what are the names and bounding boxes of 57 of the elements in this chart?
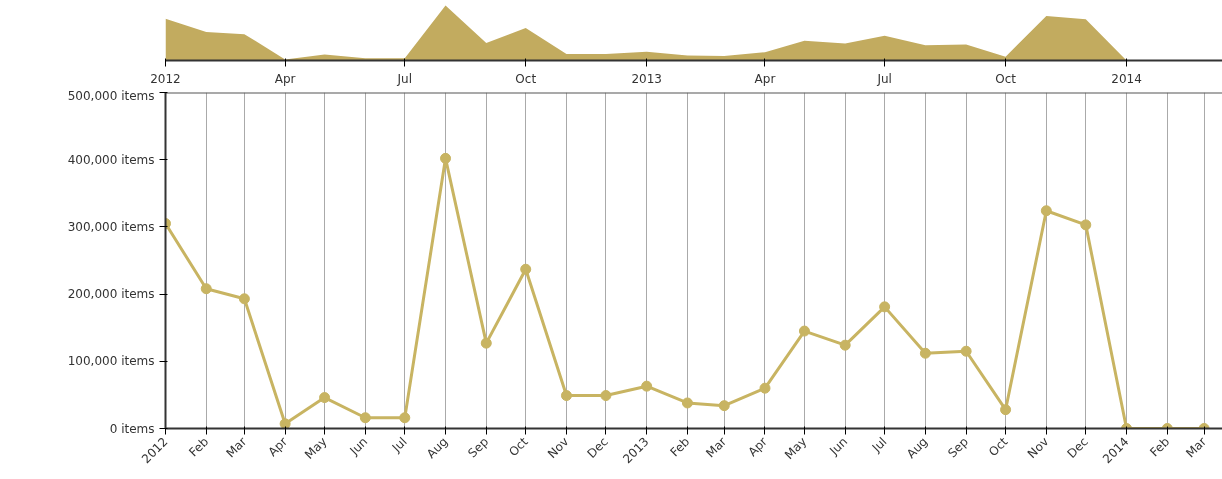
- point: [319, 392, 331, 404]
- x-tick-label: Sep: [465, 434, 492, 461]
- x-tick-label: Dec: [1064, 434, 1091, 461]
- point: [718, 400, 730, 412]
- x-tick-label: Jun: [346, 434, 371, 459]
- x-tick-label: Jul: [396, 71, 413, 86]
- y-tick-label: 100,000 items: [67, 354, 155, 369]
- point: [641, 380, 653, 392]
- point: [960, 345, 972, 357]
- x-tick-label: 2014: [1111, 71, 1142, 86]
- x-tick-label: Apr: [265, 434, 291, 460]
- x-tick-label: Nov: [544, 434, 572, 462]
- point: [440, 152, 452, 164]
- point: [839, 339, 851, 351]
- x-tick-label: Oct: [985, 434, 1011, 460]
- y-tick-label: 500,000 items: [67, 88, 155, 103]
- x-tick-label: Apr: [274, 71, 296, 86]
- point: [480, 337, 492, 349]
- x-tick-label: Feb: [667, 434, 693, 460]
- x-tick-label: Aug: [424, 434, 451, 462]
- point: [1040, 205, 1052, 217]
- x-tick-label: Oct: [515, 71, 537, 86]
- point: [759, 382, 771, 394]
- y-tick-label: 200,000 items: [67, 287, 155, 302]
- y-tick-label: 400,000 items: [67, 152, 155, 167]
- y-tick-label: 300,000 items: [67, 219, 155, 234]
- point: [600, 390, 612, 402]
- x-tick-label: Jul: [868, 434, 890, 456]
- x-tick-label: Mar: [223, 434, 250, 461]
- point: [1000, 404, 1012, 416]
- point: [560, 390, 572, 402]
- x-tick-label: 2013: [631, 71, 662, 86]
- point: [879, 301, 891, 313]
- point: [399, 412, 411, 424]
- x-tick-label: Sep: [945, 434, 972, 461]
- x-tick-label: Apr: [745, 434, 770, 460]
- x-tick-label: Jul: [388, 434, 410, 456]
- x-tick-label: 2012: [150, 71, 181, 86]
- point: [200, 283, 212, 295]
- x-tick-label: Feb: [186, 434, 212, 460]
- x-tick-label: Dec: [584, 434, 611, 461]
- x-tick-label: Jun: [826, 434, 851, 459]
- point: [279, 418, 291, 429]
- x-tick-label: Jul: [876, 71, 892, 86]
- x-tick-label: Oct: [995, 71, 1017, 86]
- point: [798, 325, 810, 337]
- x-tick-label: Nov: [1024, 434, 1052, 462]
- point: [1080, 219, 1092, 231]
- x-tick-label: Apr: [754, 71, 776, 86]
- point: [359, 412, 371, 424]
- point: [681, 397, 693, 409]
- point: [520, 263, 532, 275]
- point: [238, 293, 250, 305]
- x-tick-label: Oct: [506, 434, 531, 460]
- x-tick-label: Feb: [1147, 434, 1173, 460]
- y-tick-label: 0 items: [109, 421, 155, 436]
- point: [919, 347, 931, 359]
